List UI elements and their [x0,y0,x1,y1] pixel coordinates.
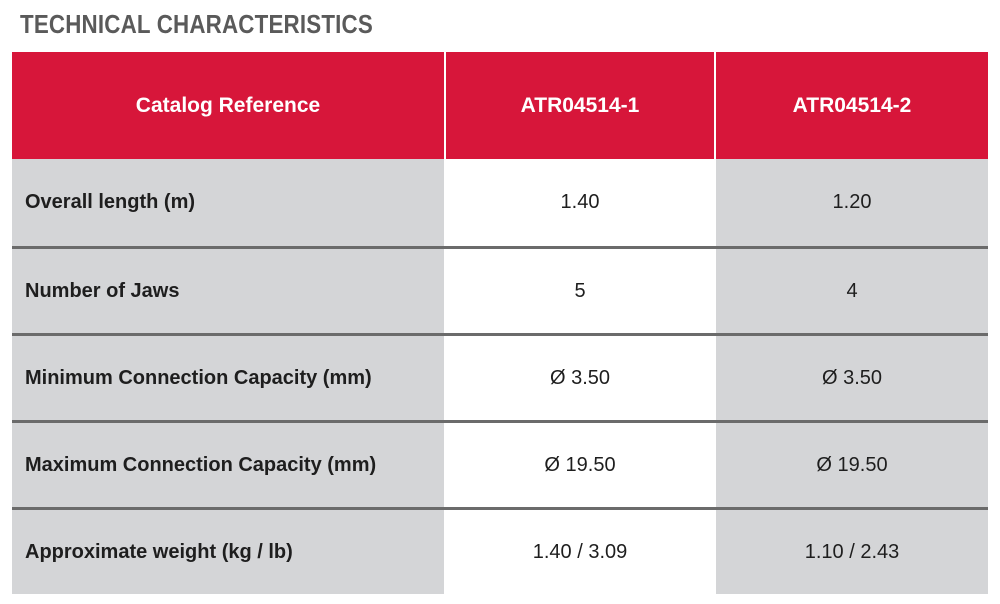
table-row: Minimum Connection Capacity (mm) Ø 3.50 … [12,333,988,422]
table-header-row: Catalog Reference ATR04514-1 ATR04514-2 [12,52,988,159]
technical-characteristics-table: Catalog Reference ATR04514-1 ATR04514-2 … [12,52,988,594]
row-label-overall-length: Overall length (m) [12,159,446,248]
cell-value: 5 [444,246,716,335]
cell-value: Ø 19.50 [714,420,988,509]
page-title: TECHNICAL CHARACTERISTICS [20,9,373,39]
header-catalog-reference: Catalog Reference [12,52,446,159]
cell-value: Ø 3.50 [444,333,716,422]
row-label-minimum-connection-capacity: Minimum Connection Capacity (mm) [12,333,446,422]
table-row: Number of Jaws 5 4 [12,246,988,335]
cell-value: 1.20 [714,159,988,248]
table-row: Overall length (m) 1.40 1.20 [12,159,988,248]
row-label-approximate-weight: Approximate weight (kg / lb) [12,507,446,594]
cell-value: 1.40 / 3.09 [444,507,716,594]
table-row: Maximum Connection Capacity (mm) Ø 19.50… [12,420,988,509]
cell-value: 1.40 [444,159,716,248]
cell-value: Ø 19.50 [444,420,716,509]
header-atr04514-2: ATR04514-2 [714,52,988,159]
cell-value: 1.10 / 2.43 [714,507,988,594]
table-row: Approximate weight (kg / lb) 1.40 / 3.09… [12,507,988,594]
header-atr04514-1: ATR04514-1 [444,52,716,159]
row-label-maximum-connection-capacity: Maximum Connection Capacity (mm) [12,420,446,509]
cell-value: 4 [714,246,988,335]
row-label-number-of-jaws: Number of Jaws [12,246,446,335]
cell-value: Ø 3.50 [714,333,988,422]
